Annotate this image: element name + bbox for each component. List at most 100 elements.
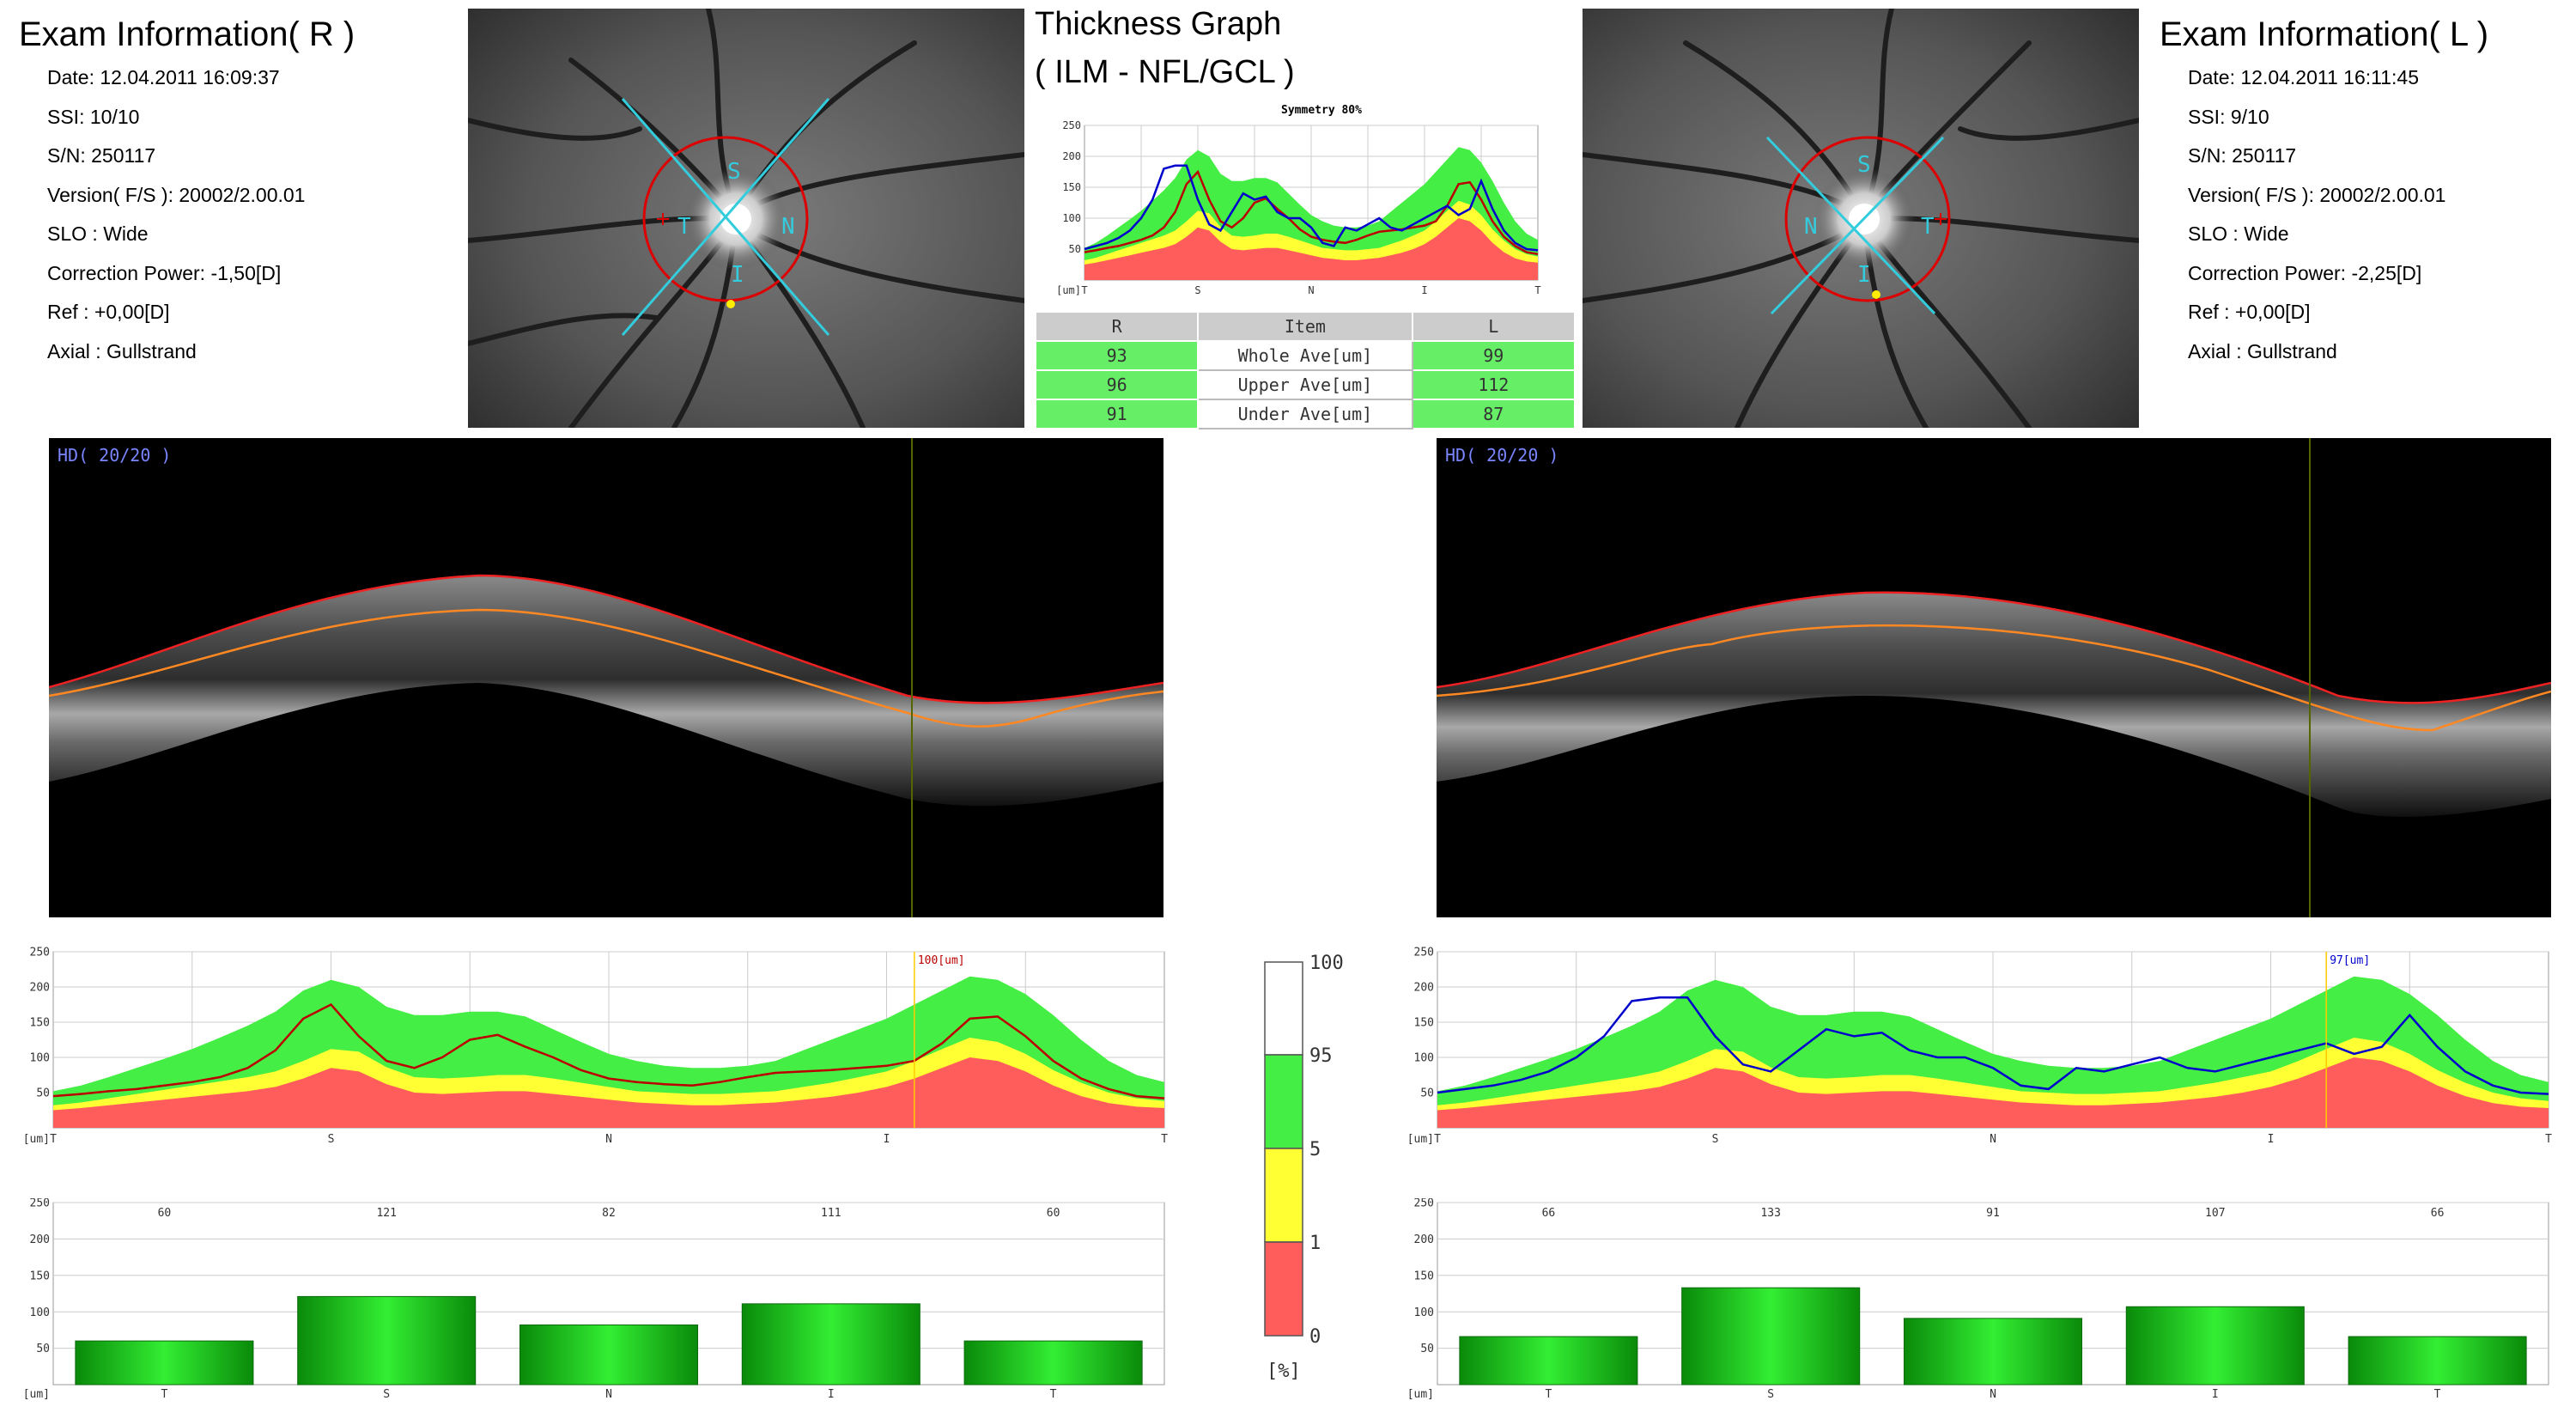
table-cell-r: 91 bbox=[1034, 399, 1200, 429]
exam-info-left-title: Exam Information( L ) bbox=[2160, 15, 2489, 53]
x-tick-label: T bbox=[50, 1133, 57, 1146]
fundus-label-i: I bbox=[1857, 262, 1871, 288]
exam-ref: Ref : +0,00[D] bbox=[47, 301, 170, 323]
x-tick-label: N bbox=[1308, 284, 1314, 296]
table-row: 91 Under Ave[um] 87 bbox=[1034, 399, 1577, 429]
x-tick-label: I bbox=[1421, 284, 1427, 296]
table-cell-item: Upper Ave[um] bbox=[1197, 369, 1413, 400]
y-tick-label: 200 bbox=[30, 1233, 50, 1246]
bar bbox=[297, 1295, 477, 1386]
bar bbox=[1459, 1336, 1638, 1386]
table-cell-l: 99 bbox=[1411, 340, 1577, 371]
y-tick-label: 150 bbox=[30, 1017, 50, 1030]
colorbar-tick: 0 bbox=[1309, 1326, 1321, 1348]
table-header-r: R bbox=[1034, 311, 1200, 342]
abnormal-band bbox=[53, 1057, 1164, 1128]
y-tick-label: 250 bbox=[30, 1198, 50, 1210]
colorbar-unit: [%] bbox=[1267, 1361, 1301, 1382]
fundus-label-t: T bbox=[677, 214, 691, 240]
x-tick-label: T bbox=[2545, 1133, 2552, 1146]
x-tick-label: N bbox=[605, 1133, 612, 1146]
oct-bscan-left[interactable]: HD( 20/20 ) bbox=[1437, 438, 2551, 917]
cursor-label: 100[um] bbox=[918, 954, 965, 967]
bar-value-label: 111 bbox=[821, 1207, 841, 1220]
unit-label: [um] bbox=[23, 1388, 50, 1401]
exam-version: Version( F/S ): 20002/2.00.01 bbox=[2188, 183, 2446, 206]
x-tick-label: N bbox=[1990, 1133, 1996, 1146]
hd-label: HD( 20/20 ) bbox=[58, 445, 172, 466]
x-tick-label: S bbox=[1767, 1388, 1774, 1401]
x-tick-label: T bbox=[1434, 1133, 1441, 1146]
x-tick-label: T bbox=[161, 1388, 167, 1401]
bar-value-label: 121 bbox=[376, 1207, 396, 1220]
y-tick-label: 50 bbox=[36, 1087, 50, 1100]
bar bbox=[75, 1340, 254, 1386]
fundus-label-i: I bbox=[731, 262, 744, 288]
exam-info-right-title: Exam Information( R ) bbox=[19, 15, 355, 53]
y-tick-label: 100 bbox=[1414, 1052, 1434, 1065]
table-row: 96 Upper Ave[um] 112 bbox=[1034, 369, 1577, 400]
x-tick-label: S bbox=[1712, 1133, 1719, 1146]
bar-value-label: 66 bbox=[2431, 1207, 2445, 1220]
fundus-label-t: T bbox=[1921, 214, 1935, 240]
exam-version: Version( F/S ): 20002/2.00.01 bbox=[47, 183, 306, 206]
thickness-graph-title: Thickness Graph ( ILM - NFL/GCL ) bbox=[1035, 0, 1295, 96]
table-cell-r: 93 bbox=[1034, 340, 1200, 371]
y-tick-label: 50 bbox=[1069, 243, 1081, 255]
x-tick-label: T bbox=[1545, 1388, 1552, 1401]
fundus-image-right[interactable]: S N I T bbox=[468, 9, 1024, 428]
y-tick-label: 150 bbox=[1062, 181, 1081, 193]
unit-label: [um] bbox=[1407, 1388, 1434, 1401]
table-header-item: Item bbox=[1197, 311, 1413, 342]
bar-value-label: 60 bbox=[158, 1207, 172, 1220]
exam-date: Date: 12.04.2011 16:09:37 bbox=[47, 66, 280, 88]
percentile-colorbar: 100 95 5 1 0 [%] bbox=[1264, 953, 1344, 1382]
bar bbox=[741, 1303, 920, 1386]
y-tick-label: 200 bbox=[30, 982, 50, 995]
y-tick-label: 100 bbox=[30, 1306, 50, 1319]
y-tick-label: 50 bbox=[36, 1343, 50, 1355]
x-tick-label: S bbox=[328, 1133, 335, 1146]
symmetry-title: Symmetry 80% bbox=[1281, 104, 1362, 117]
y-tick-label: 250 bbox=[30, 947, 50, 959]
table-header-l: L bbox=[1411, 311, 1577, 342]
oct-bscan-right[interactable]: HD( 20/20 ) bbox=[49, 438, 1163, 917]
bar bbox=[2348, 1336, 2527, 1386]
bar-value-label: 107 bbox=[2205, 1207, 2225, 1220]
y-tick-label: 200 bbox=[1062, 150, 1081, 162]
x-tick-label: T bbox=[1534, 284, 1540, 296]
exam-axial: Axial : Gullstrand bbox=[2188, 339, 2337, 362]
y-tick-label: 250 bbox=[1062, 119, 1081, 131]
colorbar-tick: 95 bbox=[1309, 1045, 1333, 1067]
x-tick-label: N bbox=[1990, 1388, 1996, 1401]
y-tick-label: 150 bbox=[1414, 1270, 1434, 1282]
x-tick-label: T bbox=[1161, 1133, 1168, 1146]
series-line bbox=[1084, 169, 1539, 256]
y-tick-label: 250 bbox=[1414, 947, 1434, 959]
bar-value-label: 66 bbox=[1542, 1207, 1556, 1220]
y-tick-label: 100 bbox=[30, 1052, 50, 1065]
x-tick-label: I bbox=[884, 1133, 890, 1146]
exam-ssi: SSI: 9/10 bbox=[2188, 105, 2269, 128]
exam-correction-power: Correction Power: -1,50[D] bbox=[47, 261, 282, 284]
table-cell-item: Whole Ave[um] bbox=[1197, 340, 1413, 371]
exam-correction-power: Correction Power: -2,25[D] bbox=[2188, 261, 2422, 284]
fundus-label-s: S bbox=[727, 159, 741, 185]
unit-label: [um] bbox=[1407, 1133, 1434, 1146]
fundus-image-left[interactable]: S N I T bbox=[1583, 9, 2139, 428]
y-tick-label: 150 bbox=[30, 1270, 50, 1282]
exam-info-right: Date: 12.04.2011 16:09:37 SSI: 10/10 S/N… bbox=[47, 58, 305, 371]
colorbar-tick: 1 bbox=[1309, 1233, 1321, 1254]
exam-ref: Ref : +0,00[D] bbox=[2188, 301, 2311, 323]
x-tick-label: I bbox=[2268, 1133, 2275, 1146]
y-tick-label: 250 bbox=[1414, 1198, 1434, 1210]
table-cell-item: Under Ave[um] bbox=[1197, 399, 1413, 429]
cursor-label: 97[um] bbox=[2330, 954, 2370, 967]
fundus-label-n: N bbox=[1804, 214, 1818, 240]
y-tick-label: 50 bbox=[1420, 1343, 1434, 1355]
sector-bar-chart-right: 250 200 150 100 50 60 T 121 S 82 N 111 I 60 T [um] bbox=[23, 1198, 1165, 1401]
y-tick-label: 100 bbox=[1062, 212, 1081, 224]
x-tick-label: S bbox=[1194, 284, 1200, 296]
thickness-title-line1: Thickness Graph bbox=[1035, 6, 1282, 42]
